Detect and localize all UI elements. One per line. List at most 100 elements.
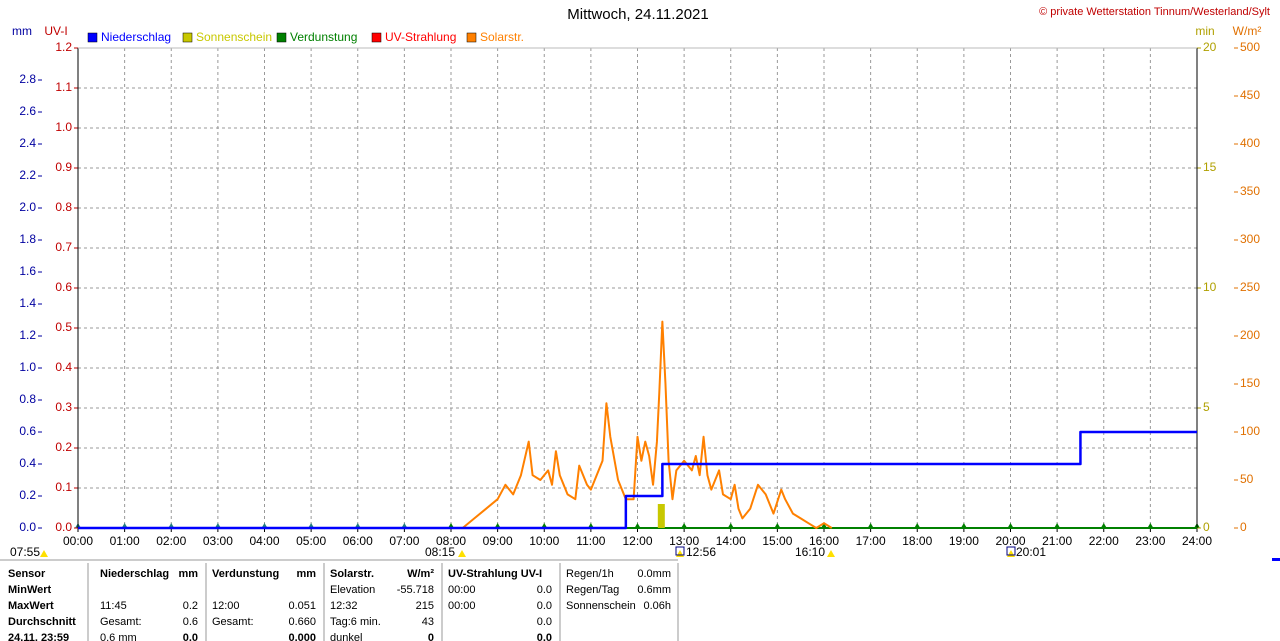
series-line <box>78 430 1197 530</box>
axis-unit: mm <box>12 24 32 38</box>
y-tick-label: 0.2 <box>19 488 36 502</box>
hour-marker <box>774 523 781 528</box>
sun-icon-box <box>675 546 685 556</box>
y-tick-label: 2.2 <box>19 168 36 182</box>
y-tick-label: 0 <box>1203 520 1210 534</box>
table-cell: Elevation <box>330 584 375 596</box>
table-cell: 0.051 <box>288 600 316 612</box>
y-tick-label: 1.4 <box>19 296 36 310</box>
hour-marker <box>727 523 734 528</box>
x-tick-label: 23:00 <box>1135 534 1165 548</box>
table-cell: 0.6 mm <box>100 632 137 641</box>
hour-marker <box>1054 523 1061 528</box>
x-tick-label: 20:00 <box>995 534 1025 548</box>
table-cell: 0.660 <box>288 616 316 628</box>
y-tick-label: 2.4 <box>19 136 36 150</box>
table-cell: dunkel <box>330 632 362 641</box>
y-tick-label: 0.0 <box>19 520 36 534</box>
y-tick-label: 0.8 <box>19 392 36 406</box>
table-cell: MaxWert <box>8 600 54 612</box>
y-tick-label: 0.1 <box>55 480 72 494</box>
table-cell: 12:00 <box>212 600 240 612</box>
x-tick-label: 04:00 <box>249 534 279 548</box>
table-cell: 0.0 <box>537 600 552 612</box>
y-tick-label: 20 <box>1203 40 1217 54</box>
table-cell: Tag:6 min. <box>330 616 381 628</box>
hour-marker <box>914 523 921 528</box>
table-cell: Regen/Tag <box>566 584 619 596</box>
table-cell: -55.718 <box>397 584 434 596</box>
y-tick-label: 0.6 <box>55 280 72 294</box>
x-tick-label: 19:00 <box>949 534 979 548</box>
bar <box>657 504 665 528</box>
y-tick-label: 5 <box>1203 400 1210 414</box>
table-cell: 00:00 <box>448 600 476 612</box>
y-tick-label: 0 <box>1240 520 1247 534</box>
y-tick-label: 1.0 <box>55 120 72 134</box>
x-tick-label: 00:00 <box>63 534 93 548</box>
table-cell: Niederschlag <box>100 568 169 580</box>
table-cell: 0.2 <box>183 600 198 612</box>
table-cell: 215 <box>416 600 434 612</box>
table-cell: Solarstr. <box>330 568 374 580</box>
table-cell: mm <box>296 568 316 580</box>
table-cell: 0.6mm <box>637 584 671 596</box>
legend-label: Solarstr. <box>480 30 524 44</box>
hour-marker <box>1007 523 1014 528</box>
sun-icon <box>676 550 684 557</box>
table-cell: 00:00 <box>448 584 476 596</box>
table-cell: 0.6 <box>183 616 198 628</box>
table-cell: 0.06h <box>643 600 671 612</box>
y-tick-label: 0.7 <box>55 240 72 254</box>
series-line <box>462 320 833 529</box>
sun-event-label: 08:15 <box>425 545 455 559</box>
y-tick-label: 10 <box>1203 280 1217 294</box>
legend-label: Sonnenschein <box>196 30 272 44</box>
y-tick-label: 300 <box>1240 232 1260 246</box>
table-cell: 0.000 <box>288 632 316 641</box>
y-tick-label: 1.1 <box>55 80 72 94</box>
table-cell: UV-Strahlung UV-I <box>448 568 542 580</box>
sun-event-label: 07:55 <box>10 545 40 559</box>
x-tick-label: 01:00 <box>110 534 140 548</box>
table-cell: 0.0 <box>537 584 552 596</box>
y-tick-label: 1.2 <box>55 40 72 54</box>
table-cell: Verdunstung <box>212 568 279 580</box>
sun-icon-box <box>1006 546 1016 556</box>
x-tick-label: 08:00 <box>436 534 466 548</box>
table-cell: 0.0 <box>183 632 198 641</box>
x-tick-label: 24:00 <box>1182 534 1212 548</box>
y-tick-label: 2.0 <box>19 200 36 214</box>
axis-unit: W/m² <box>1233 24 1262 38</box>
y-tick-label: 0.8 <box>55 200 72 214</box>
y-tick-label: 50 <box>1240 472 1254 486</box>
y-tick-label: 0.6 <box>19 424 36 438</box>
table-cell: 0 <box>428 632 434 641</box>
sun-event-label: 16:10 <box>795 545 825 559</box>
table-cell: MinWert <box>8 584 52 596</box>
table-cell: 11:45 <box>100 600 127 612</box>
sun-icon <box>458 550 466 557</box>
y-tick-label: 1.0 <box>19 360 36 374</box>
x-tick-label: 10:00 <box>529 534 559 548</box>
x-tick-label: 22:00 <box>1089 534 1119 548</box>
y-tick-label: 500 <box>1240 40 1260 54</box>
x-tick-label: 05:00 <box>296 534 326 548</box>
table-cell: W/m² <box>407 568 434 580</box>
y-tick-label: 15 <box>1203 160 1217 174</box>
x-tick-label: 13:00 <box>669 534 699 548</box>
hour-marker <box>634 523 641 528</box>
sun-event-label: 20:01 <box>1016 545 1046 559</box>
table-cell: 0.0 <box>537 616 552 628</box>
x-tick-label: 03:00 <box>203 534 233 548</box>
y-tick-label: 0.4 <box>55 360 72 374</box>
sun-icon <box>40 550 48 557</box>
y-tick-label: 0.0 <box>55 520 72 534</box>
x-tick-label: 11:00 <box>576 534 605 548</box>
legend-label: UV-Strahlung <box>385 30 456 44</box>
chart-title: Mittwoch, 24.11.2021 <box>567 6 708 23</box>
y-tick-label: 0.5 <box>55 320 72 334</box>
x-tick-label: 06:00 <box>343 534 373 548</box>
